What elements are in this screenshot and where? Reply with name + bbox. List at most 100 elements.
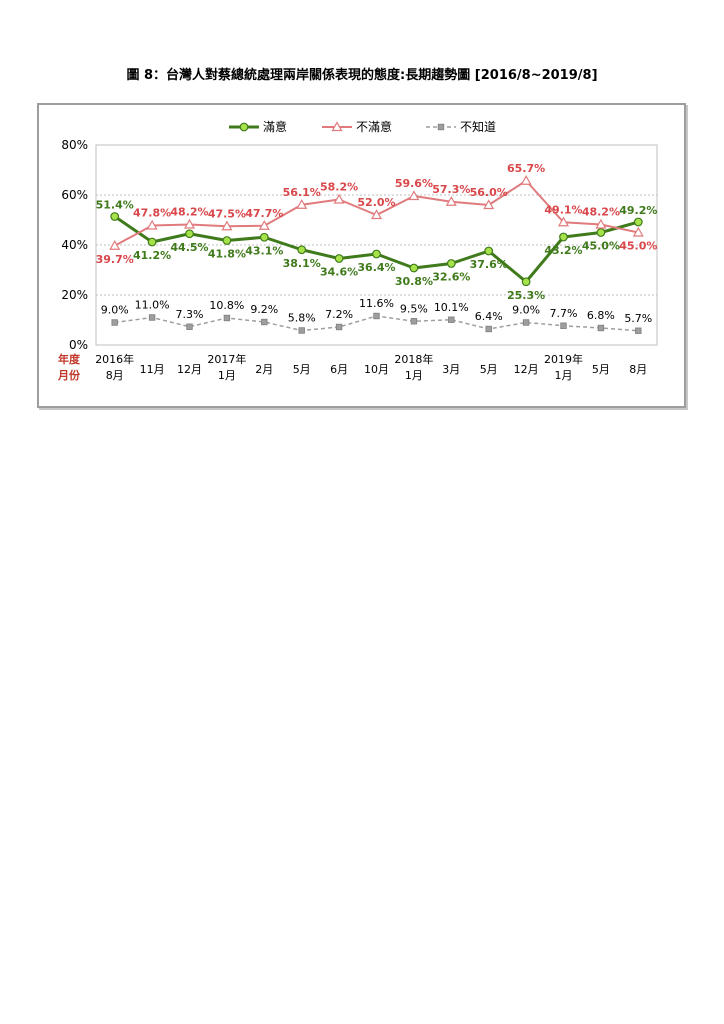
x-tick-month: 6月: [330, 363, 348, 376]
x-tick-month: 5月: [480, 363, 498, 376]
dissatisfied-data-label: 52.0%: [357, 196, 395, 209]
x-tick-month: 1月: [218, 369, 236, 382]
satisfied-point: [596, 228, 606, 237]
dissatisfied-point: [333, 193, 345, 204]
unknown-data-label: 11.6%: [359, 297, 394, 310]
grid-lines: [95, 144, 658, 346]
satisfied-point: [559, 232, 568, 242]
unknown-data-label: 9.0%: [101, 304, 129, 317]
unknown-data-label: 7.7%: [550, 307, 578, 320]
satisfied-data-label: 49.2%: [619, 204, 657, 217]
satisfied-data-label: 45.0%: [582, 240, 620, 253]
unknown-point: [223, 314, 231, 322]
satisfied-data-label: 41.2%: [133, 249, 171, 262]
unknown-data-label: 6.4%: [475, 310, 503, 323]
unknown-point: [448, 316, 455, 323]
dissatisfied-point: [183, 218, 196, 229]
dissatisfied-point: [483, 199, 495, 210]
satisfied-point: [484, 246, 494, 256]
x-tick-month: 1月: [555, 369, 573, 382]
dissatisfied-legend-label: 不滿意: [356, 119, 392, 134]
x-tick-year: 2019年: [544, 352, 583, 366]
y-tick-label: 40%: [61, 238, 88, 252]
satisfied-point: [521, 277, 531, 287]
dissatisfied-point: [146, 219, 158, 230]
x-tick-month: 11月: [140, 363, 165, 376]
unknown-data-label: 9.2%: [250, 303, 278, 316]
satisfied-point: [446, 259, 456, 268]
x-tick-month: 12月: [177, 363, 202, 376]
satisfied-point: [633, 217, 643, 227]
dissatisfied-point: [557, 216, 570, 227]
data-labels: 51.4% 39.7% 9.0% 41.2% 47.8% 11.0% 44.5% 48.2% 7…: [96, 162, 658, 325]
dissatisfied-data-label: 48.2%: [170, 206, 208, 219]
dissatisfied-data-label: 56.0%: [470, 186, 508, 199]
satisfied-point: [334, 254, 344, 263]
dissatisfied-data-label: 58.2%: [320, 181, 358, 194]
satisfied-legend-marker: [239, 122, 249, 132]
satisfied-data-label: 32.6%: [432, 271, 470, 284]
unknown-data-label: 7.3%: [176, 308, 204, 321]
x-tick-year: 2017年: [207, 352, 246, 366]
unknown-point: [560, 322, 567, 329]
unknown-data-label: 5.8%: [288, 312, 316, 325]
dissatisfied-data-label: 47.8%: [133, 207, 171, 220]
satisfied-point: [110, 212, 120, 221]
unknown-data-label: 11.0%: [135, 299, 170, 312]
month-row-label: 月份: [57, 368, 81, 382]
legend: 滿意 不滿意 不知道: [229, 119, 496, 134]
chart-frame: 0% 20% 40% 60% 80% 年度 月份 2016年 8月 11月 12月 2017年 1月 2月…: [37, 103, 686, 408]
unknown-point: [298, 327, 305, 334]
figure-title: 圖 8：台灣人對蔡總統處理兩岸關係表現的態度:長期趨勢圖 [2016/8~201…: [126, 68, 598, 83]
x-tick-month: 8月: [106, 369, 124, 382]
dissatisfied-point: [520, 175, 532, 185]
unknown-legend-label: 不知道: [460, 120, 496, 134]
satisfied-point: [259, 232, 269, 242]
unknown-point: [335, 323, 343, 331]
unknown-point: [635, 327, 642, 334]
satisfied-data-label: 25.3%: [507, 289, 545, 302]
year-row-label: 年度: [58, 352, 81, 366]
satisfied-data-label: 38.1%: [283, 257, 321, 270]
satisfied-data-label: 43.1%: [245, 244, 283, 257]
satisfied-data-label: 41.8%: [208, 248, 246, 261]
satisfied-data-label: 44.5%: [170, 241, 208, 254]
dissatisfied-data-label: 47.7%: [245, 207, 283, 220]
dissatisfied-point: [408, 190, 420, 201]
unknown-data-label: 10.8%: [209, 299, 244, 312]
dissatisfied-data-label: 48.2%: [582, 206, 620, 219]
satisfied-data-label: 34.6%: [320, 266, 358, 279]
satisfied-data-label: 43.2%: [544, 244, 582, 257]
unknown-point: [597, 324, 605, 332]
x-tick-month: 10月: [364, 363, 389, 376]
y-tick-label: 60%: [61, 188, 88, 202]
dissatisfied-point: [632, 226, 644, 237]
x-tick-month: 8月: [629, 363, 647, 376]
satisfied-legend-label: 滿意: [263, 119, 287, 134]
satisfied-point: [147, 237, 157, 247]
y-tick-label: 80%: [61, 138, 88, 152]
dissatisfied-data-label: 59.6%: [395, 177, 433, 190]
unknown-data-label: 7.2%: [325, 308, 353, 321]
satisfied-point: [185, 229, 194, 239]
unknown-point: [485, 325, 492, 333]
dissatisfied-data-label: 47.5%: [208, 207, 246, 220]
unknown-point: [522, 319, 530, 326]
unknown-data-label: 6.8%: [587, 309, 615, 322]
satisfied-point: [409, 263, 419, 273]
unknown-data-label: 5.7%: [624, 312, 652, 325]
unknown-point: [261, 318, 268, 326]
unknown-data-label: 10.1%: [434, 301, 469, 314]
unknown-data-label: 9.5%: [400, 302, 428, 315]
dissatisfied-legend-marker: [331, 121, 343, 132]
unknown-point: [373, 312, 380, 320]
y-tick-label: 20%: [61, 288, 88, 302]
satisfied-point: [222, 236, 232, 245]
satisfied-data-label: 37.6%: [470, 258, 508, 271]
unknown-point: [111, 319, 118, 326]
series: [109, 175, 644, 334]
unknown-data-label: 9.0%: [512, 304, 540, 317]
satisfied-point: [297, 245, 307, 255]
